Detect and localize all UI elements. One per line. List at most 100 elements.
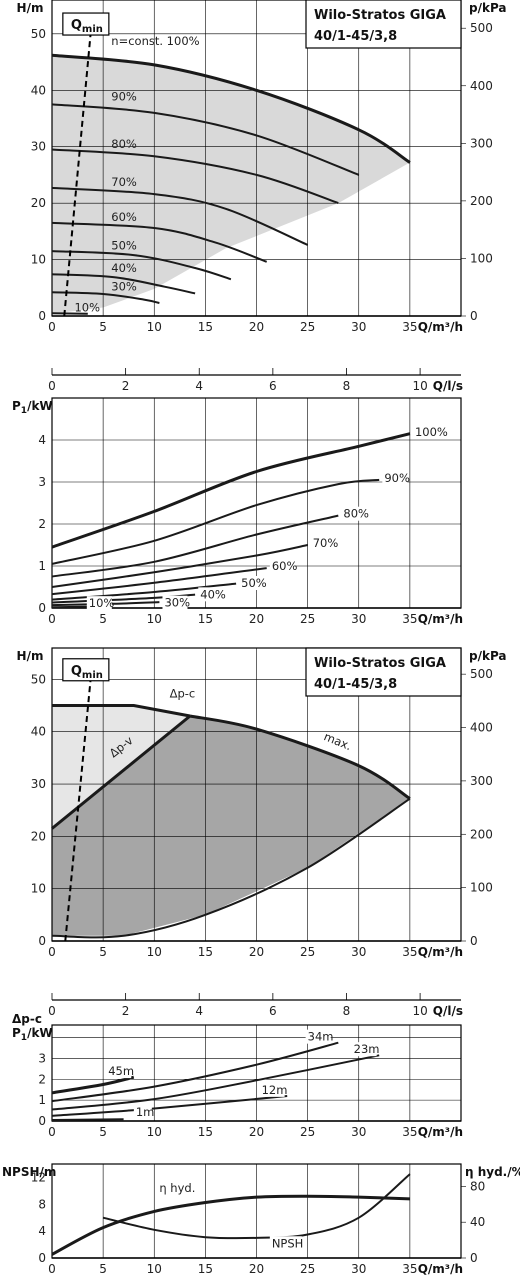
chart-hq_dp: 0 5 10 15 20 25 30 35 Q/m³/h01020304050010020030… [31,647,493,959]
x-tick-label: 25 [300,945,315,959]
y-tick-label: 0 [38,934,46,948]
series-line-80- [51,514,339,578]
x-tick-label: 10 [147,320,162,334]
x2-tick-label: 2 [122,379,130,393]
series-line--hyd- [51,1194,410,1256]
y-tick-label: 0 [38,309,46,323]
x-tick-label: 35 [402,320,417,334]
x2-tick-label: 0 [48,1004,56,1018]
dpc-label: Δp-c [170,687,196,701]
series-label: 10% [89,596,115,610]
x-tick-label: 10 [147,1262,162,1276]
y-tick-label: 2 [38,1072,46,1086]
speed-label: 90% [111,89,137,103]
series-line-30- [51,291,160,304]
x-axis-label: Q/m³/h [418,945,463,959]
series-label: 50% [241,576,267,590]
x-tick-label: 25 [300,1262,315,1276]
x-tick-label: 25 [300,320,315,334]
y-axis-label: P1/kW [12,1026,53,1043]
chart-subtitle: 40/1-45/3,8 [314,677,397,692]
y-tick-label: 1 [38,559,46,573]
x-tick-label: 25 [300,612,315,626]
series-line-n-const-100- [51,53,411,164]
title-frame [305,647,462,697]
x-tick-label: 20 [249,320,264,334]
y2-axis-label: p/kPa [469,649,507,663]
y2-tick-label: 400 [470,79,493,93]
series-line-10- [51,605,88,609]
x-tick-label: 15 [198,612,213,626]
series-label: 80% [343,507,369,521]
qmin-dashed-line [63,30,92,317]
qmin-label: Qmin [71,664,103,681]
y-tick-label: 4 [38,1224,46,1238]
series-label-bg [133,1104,152,1119]
y2-tick-label: 40 [470,1215,485,1229]
speed-label: n=const. 100% [111,34,199,48]
x-tick-label: 30 [351,1262,366,1276]
x-tick-label: 15 [198,1262,213,1276]
y-tick-label: 20 [31,196,46,210]
speed-label: 70% [111,175,137,189]
chart-npsh_eff: 0 5 10 15 20 25 30 35 Q/m³/h 0 4 8 12 0 40 80 [31,1163,485,1276]
x-tick-label: 30 [351,945,366,959]
y-tick-label: 20 [31,829,46,843]
y-axis-label: NPSH/m [2,1165,56,1179]
x-tick-label: 5 [99,1125,107,1139]
y-tick-label: 30 [31,777,46,791]
speed-label: 80% [111,137,137,151]
y-tick-label: 30 [31,140,46,154]
y-tick-label: 0 [38,1114,46,1128]
y2-tick-label: 400 [470,721,493,735]
x-tick-label: 5 [99,320,107,334]
series-line-30- [51,601,160,607]
x-tick-label: 5 [99,945,107,959]
series-line-60- [51,567,267,596]
y2-tick-label: 0 [470,309,478,323]
series-label: 45m [108,1064,134,1078]
secondary-x-axis: 0 2 4 6 8 10 Q/l/s [48,368,463,393]
series-line-100- [51,432,411,549]
y2-tick-label: 500 [470,21,493,35]
series-label: η hyd. [159,1181,195,1195]
title-box: Wilo-Stratos GIGA 40/1-45/3,8 [305,0,462,49]
x-tick-label: 5 [99,612,107,626]
series-label-bg [351,1042,377,1057]
series-line-12m [51,1095,288,1117]
series-label-bg [239,576,265,590]
x-tick-label: 10 [147,612,162,626]
y-axis-label: P1/kW [12,399,53,416]
series-line-50- [51,250,232,281]
x2-tick-label: 10 [412,1004,427,1018]
power-curves: 100% 90% 80% 70% 60% 50% 40% 30% 10% [51,424,448,611]
series-label-bg [310,536,336,551]
y-tick-label: 8 [38,1197,46,1211]
y-tick-label: 0 [38,1251,46,1265]
x-tick-label: 25 [300,1125,315,1139]
y-axis-label: H/m [17,1,44,15]
x-tick-label: 10 [147,1125,162,1139]
x-tick-label: 35 [402,945,417,959]
series-label: 30% [164,596,190,610]
speed-curve-labels: n=const. 100% 90% 80% 70% 60% 50% 40% 30% 10% [74,34,199,314]
series-label-bg [269,559,295,574]
x-tick-label: 0 [48,945,56,959]
x-tick-label: 20 [249,1125,264,1139]
qmin-label: Qmin [71,18,103,35]
qmin-line: Qmin [62,658,110,942]
qmin-dashed-line [64,676,92,942]
y2-tick-label: 500 [470,667,493,681]
y-tick-label: 10 [31,882,46,896]
y-tick-label: 3 [38,475,46,489]
x-tick-label: 10 [147,945,162,959]
y2-tick-label: 0 [470,934,478,948]
y2-tick-label: 100 [470,251,493,265]
y-axis-label: H/m [17,649,44,663]
y-tick-label: 0 [38,601,46,615]
x-tick-label: 15 [198,945,213,959]
y-tick-label: 2 [38,517,46,531]
y-tick-label: 4 [38,433,46,447]
